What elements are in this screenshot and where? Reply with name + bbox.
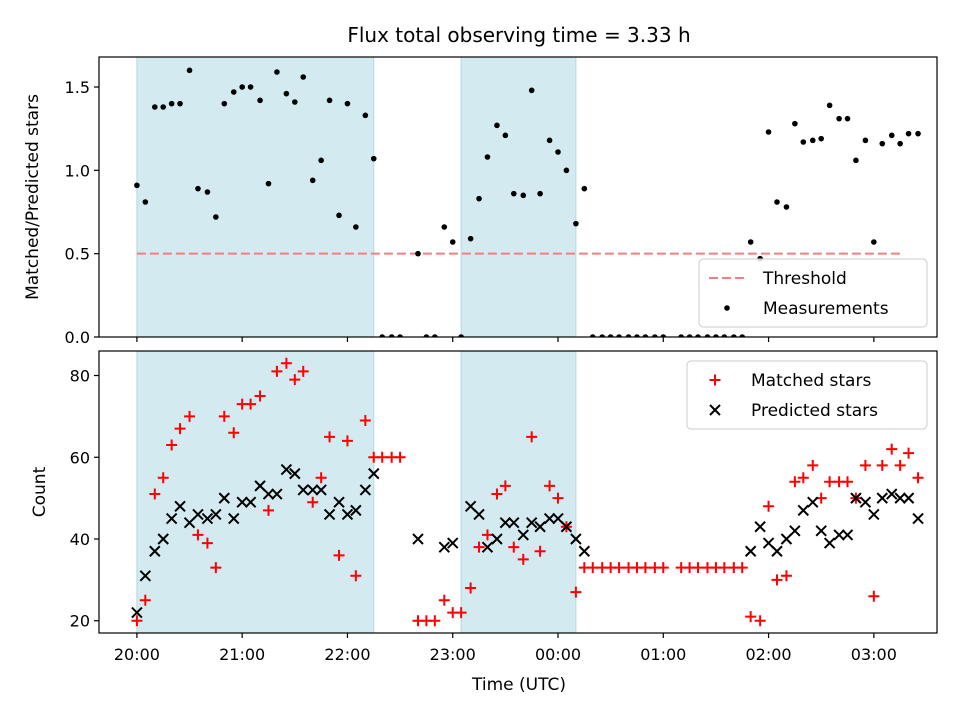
measurement-point [213,214,219,220]
y-axis-label: Matched/Predicted stars [23,94,43,300]
x-tick-label: 23:00 [430,645,476,664]
measurement-point [582,186,588,192]
measurement-point [537,191,543,197]
measurement-point [827,103,833,109]
y-tick-label: 0.5 [65,245,90,264]
shaded-interval [461,351,576,633]
measurement-point [468,236,474,242]
measurement-point [292,99,298,105]
measurement-point [248,84,254,90]
measurement-point [169,101,175,107]
measurement-point [573,221,579,227]
measurement-point [897,141,903,147]
measurement-point [511,191,517,197]
x-tick-label: 21:00 [219,645,265,664]
measurement-point [231,89,237,95]
measurement-point [300,74,306,80]
measurement-point [205,189,211,195]
measurement-point [520,193,526,199]
y-tick-label: 1.0 [65,161,90,180]
measurement-point [274,69,280,75]
measurement-point [879,141,885,147]
legend-label: Measurements [763,299,889,319]
measurement-point [871,239,877,245]
measurement-point [353,224,359,230]
measurement-point [284,91,290,97]
measurement-point [503,133,509,139]
x-tick-label: 02:00 [746,645,792,664]
measurement-point [810,138,816,144]
measurement-point [863,138,869,144]
y-tick-label: 40 [70,530,90,549]
x-axis-label: Time (UTC) [471,675,566,695]
measurement-point [177,101,183,107]
measurement-point [318,158,324,164]
x-tick-label: 01:00 [640,645,686,664]
measurement-point [555,149,561,155]
measurement-point [239,84,245,90]
x-tick-label: 20:00 [114,645,160,664]
measurement-point [836,116,842,122]
measurement-point [415,251,421,257]
measurement-point [450,239,456,245]
measurement-point [547,138,553,144]
legend-label: Threshold [762,269,847,289]
measurement-point [187,68,193,74]
measurement-point [748,239,754,245]
measurement-point [529,88,535,94]
measurement-point [800,139,806,145]
shaded-interval [137,351,374,633]
measurement-point [336,213,342,219]
y-tick-label: 60 [70,448,90,467]
measurement-point [327,98,333,104]
measurement-point [152,104,158,110]
x-tick-label: 22:00 [324,645,370,664]
measurement-point [266,181,272,187]
measurement-point [784,204,790,210]
measurement-point [906,131,912,137]
x-tick-label: 00:00 [535,645,581,664]
measurement-point [371,156,377,162]
measurement-point [564,168,570,174]
measurement-point [134,183,140,189]
measurement-point [310,178,316,184]
measurement-point [915,131,921,137]
y-tick-label: 0.0 [65,328,90,347]
chart: Flux total observing time = 3.33 h 0.0 0.… [0,0,960,720]
measurement-point [143,199,149,205]
measurement-point [853,158,859,164]
measurement-point [195,186,201,192]
measurement-point [485,154,491,160]
measurement-point [494,123,500,129]
shaded-interval [137,57,374,337]
y-tick-label: 20 [70,612,90,631]
measurement-point [818,136,824,142]
y-tick-label: 1.5 [65,78,90,97]
y-axis-label: Count [30,466,50,517]
measurement-point [476,196,482,202]
measurement-point [845,116,851,122]
measurement-point [257,98,263,104]
measurement-point [160,104,166,110]
legend-measurement-marker [724,305,730,311]
measurement-point [792,121,798,127]
measurement-point [345,101,351,107]
y-tick-label: 80 [70,367,90,386]
measurement-point [363,113,369,119]
measurement-point [442,224,448,230]
measurement-point [889,133,895,139]
legend-label: Predicted stars [751,401,878,421]
measurement-point [766,129,772,135]
legend-label: Matched stars [751,371,871,391]
measurement-point [774,199,780,205]
x-tick-label: 03:00 [851,645,897,664]
measurement-point [221,101,227,107]
chart-title: Flux total observing time = 3.33 h [347,23,690,47]
